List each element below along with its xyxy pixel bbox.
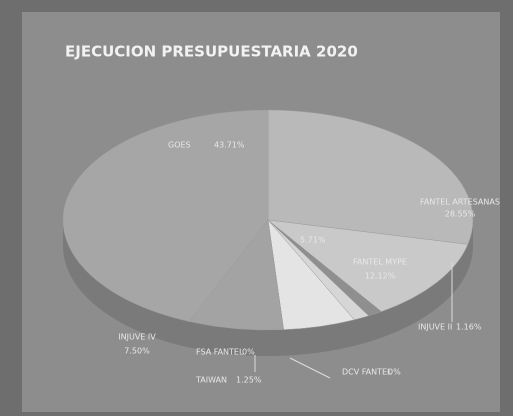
slice-label: FSA FANTEL (196, 348, 244, 357)
chart-title: EJECUCION PRESUPUESTARIA 2020 (65, 43, 358, 61)
pie-side (63, 220, 473, 356)
slice-value-label: 7.50% (124, 347, 150, 356)
slice-value-label: 1.16% (456, 323, 482, 332)
pie-slice (267, 219, 469, 312)
slice-label: GOES (168, 141, 191, 150)
slice-value-label: 12.12% (365, 272, 396, 281)
slice-value-label: 28.55% (445, 210, 476, 219)
slice-label: TAIWAN (195, 376, 227, 385)
slice-label: DCV FANTEL (342, 368, 392, 377)
pie-slice (267, 109, 474, 245)
pie-rim (63, 220, 473, 356)
pie-slice (188, 219, 284, 331)
slice-value-label: 1.25% (236, 376, 262, 385)
slice-label: INJUVE IV (118, 333, 156, 342)
slice-value-label: 43.71% (214, 141, 245, 150)
slice-label: FANTEL MYPE (353, 258, 407, 267)
slice-value-label: 5.71% (300, 236, 326, 245)
slice-label: INJUVE II (418, 323, 452, 332)
slice-label: FANTEL ARTESANAS (420, 198, 500, 207)
pie-slice (62, 109, 269, 322)
leader-line (289, 357, 331, 379)
slice-value-label: 0% (388, 368, 401, 377)
slice-value-label: 0% (242, 348, 255, 357)
